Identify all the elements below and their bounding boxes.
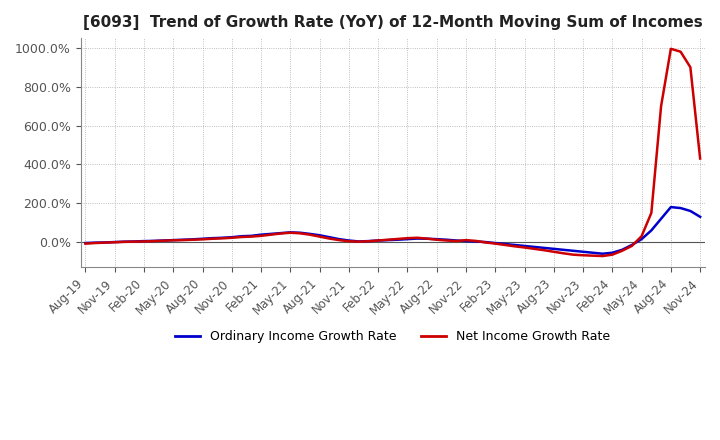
Legend: Ordinary Income Growth Rate, Net Income Growth Rate: Ordinary Income Growth Rate, Net Income … [170, 325, 616, 348]
Net Income Growth Rate [384, 237, 392, 242]
Net Income Growth Rate [81, 241, 90, 246]
Net Income Growth Rate [481, 240, 490, 245]
Net Income Growth Rate [335, 238, 343, 243]
Line: Net Income Growth Rate: Net Income Growth Rate [86, 49, 700, 256]
Ordinary Income Growth Rate [481, 239, 490, 245]
Ordinary Income Growth Rate [423, 236, 431, 242]
Net Income Growth Rate [159, 238, 168, 243]
Ordinary Income Growth Rate [384, 238, 392, 243]
Ordinary Income Growth Rate [159, 238, 168, 243]
Ordinary Income Growth Rate [667, 205, 675, 210]
Net Income Growth Rate [667, 46, 675, 51]
Ordinary Income Growth Rate [696, 214, 704, 220]
Ordinary Income Growth Rate [81, 240, 90, 246]
Net Income Growth Rate [472, 238, 480, 243]
Ordinary Income Growth Rate [335, 237, 343, 242]
Ordinary Income Growth Rate [472, 239, 480, 244]
Net Income Growth Rate [696, 156, 704, 161]
Title: [6093]  Trend of Growth Rate (YoY) of 12-Month Moving Sum of Incomes: [6093] Trend of Growth Rate (YoY) of 12-… [83, 15, 703, 30]
Line: Ordinary Income Growth Rate: Ordinary Income Growth Rate [86, 207, 700, 254]
Net Income Growth Rate [598, 253, 607, 259]
Ordinary Income Growth Rate [598, 251, 607, 257]
Net Income Growth Rate [423, 236, 431, 241]
